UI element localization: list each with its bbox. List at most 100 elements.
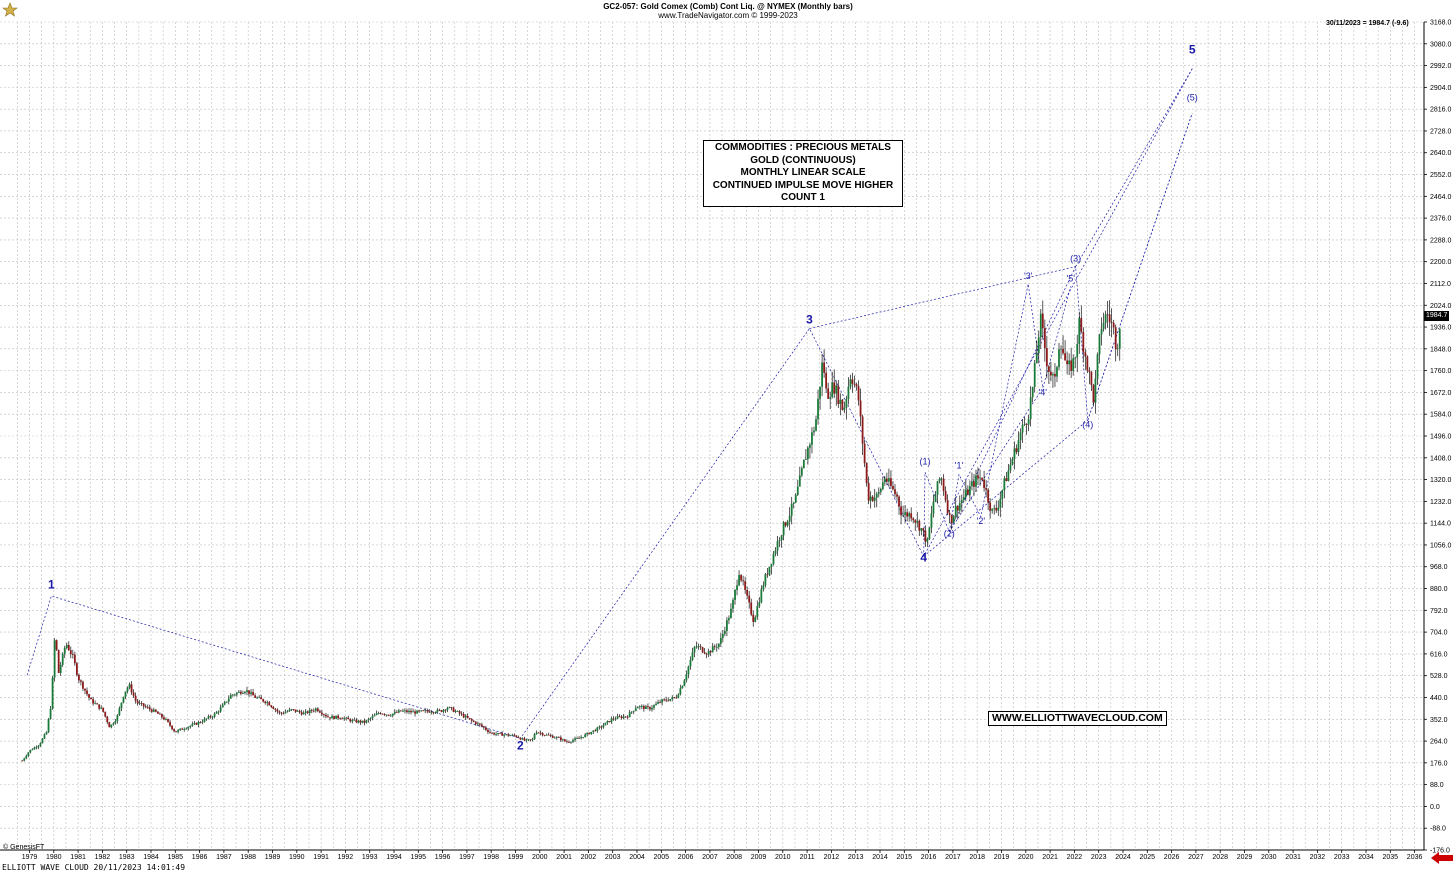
- price-bar-body: [873, 497, 876, 501]
- footer-stamp: ELLIOTT WAVE CLOUD 20/11/2023 14:01:49: [2, 863, 186, 872]
- price-bar-body: [677, 694, 680, 698]
- price-bar-body: [146, 706, 149, 708]
- x-tick-label: 2026: [1164, 854, 1180, 861]
- x-tick-label: 1992: [338, 854, 354, 861]
- price-bar-body: [120, 702, 123, 709]
- price-bar-body: [436, 709, 439, 713]
- price-bar-body: [675, 697, 678, 699]
- price-bar-body: [108, 722, 111, 728]
- price-bar-body: [657, 702, 659, 704]
- y-tick-label: 528.0: [1430, 673, 1448, 680]
- price-bar-body: [1090, 371, 1093, 385]
- wave-label: (3): [1070, 254, 1081, 264]
- price-bar-body: [118, 708, 121, 716]
- price-bar-body: [823, 362, 826, 373]
- price-bar-body: [227, 698, 230, 702]
- x-tick-label: 2032: [1310, 854, 1326, 861]
- x-tick-label: 2017: [945, 854, 961, 861]
- wave-label: '2': [977, 516, 986, 526]
- price-bar-body: [130, 684, 133, 693]
- price-bar-body: [385, 714, 388, 716]
- price-bar-body: [551, 735, 554, 738]
- price-bar-body: [167, 719, 169, 722]
- price-bar-body: [863, 443, 866, 464]
- price-bar-body: [31, 749, 34, 751]
- price-bar-body: [221, 704, 224, 708]
- price-bar-body: [1033, 363, 1036, 387]
- price-bar-body: [847, 386, 850, 400]
- scroll-left-arrow-icon[interactable]: [1431, 852, 1453, 864]
- chart-subtitle: www.TradeNavigator.com © 1999-2023: [658, 11, 798, 20]
- price-bar-body: [592, 730, 595, 732]
- price-bar-body: [608, 720, 611, 723]
- price-bar-body: [391, 713, 394, 716]
- price-bar-body: [594, 730, 597, 732]
- y-tick-label: 1232.0: [1430, 499, 1452, 506]
- price-bar-body: [663, 699, 666, 701]
- price-bar-body: [1112, 322, 1115, 328]
- price-bar-body: [329, 717, 331, 719]
- price-bar-body: [740, 575, 742, 581]
- price-bar-body: [51, 677, 54, 709]
- price-bar-body: [713, 646, 716, 648]
- price-bar-body: [438, 709, 441, 711]
- price-bar-body: [302, 712, 305, 715]
- price-bar-body: [511, 734, 514, 736]
- price-bar-body: [49, 708, 52, 719]
- price-bar-body: [1011, 459, 1014, 465]
- price-bar-body: [420, 710, 423, 712]
- price-bar-body: [586, 732, 589, 735]
- price-bar-body: [211, 716, 214, 718]
- price-bar-body: [156, 711, 159, 714]
- price-bar-body: [890, 478, 892, 487]
- price-bar-body: [906, 512, 909, 517]
- y-tick-label: 1496.0: [1430, 434, 1452, 441]
- price-bar-body: [1084, 352, 1087, 357]
- price-bar-body: [800, 468, 803, 476]
- price-bar-body: [647, 706, 649, 708]
- price-bar-body: [561, 739, 564, 741]
- price-bar-body: [201, 721, 204, 723]
- y-tick-label: 880.0: [1430, 586, 1448, 593]
- price-bar-body: [570, 741, 572, 743]
- price-bar-body: [217, 711, 220, 713]
- price-bar-body: [304, 711, 307, 713]
- price-bar-body: [341, 718, 344, 720]
- price-bar-body: [851, 379, 854, 384]
- price-bar-body: [655, 703, 657, 706]
- price-bar-body: [1005, 478, 1008, 482]
- price-bar-body: [954, 505, 957, 516]
- price-bar-body: [355, 719, 358, 723]
- x-tick-label: 2009: [751, 854, 767, 861]
- price-bar-body: [343, 718, 346, 720]
- price-bar-body: [21, 760, 24, 762]
- y-tick-label: 2112.0: [1430, 281, 1451, 288]
- price-bar-body: [1076, 343, 1079, 358]
- price-bar-body: [987, 489, 990, 503]
- x-tick-label: 2007: [702, 854, 718, 861]
- price-bar-body: [914, 520, 917, 523]
- price-bar-body: [1066, 360, 1069, 365]
- price-bar-body: [804, 459, 807, 460]
- price-bar-body: [667, 700, 670, 702]
- price-bar-body: [258, 697, 261, 699]
- price-bar-body: [989, 502, 992, 511]
- price-bar-body: [472, 720, 475, 722]
- price-bar-body: [693, 647, 696, 653]
- price-bar-body: [493, 733, 495, 735]
- price-bar-body: [408, 710, 410, 713]
- price-bar-body: [1056, 367, 1058, 377]
- y-tick-label: -88.0: [1430, 826, 1446, 833]
- price-bar-body: [1001, 490, 1004, 499]
- price-bar-body: [282, 713, 285, 714]
- wave-label: 5: [1189, 43, 1196, 57]
- x-tick-label: 2022: [1067, 854, 1083, 861]
- price-bar-body: [780, 535, 783, 541]
- price-bar-body: [399, 710, 402, 712]
- price-bar-body: [278, 711, 281, 713]
- price-bar-body: [871, 496, 874, 501]
- y-tick-label: 1760.0: [1430, 368, 1452, 375]
- wave-label: 3: [806, 313, 813, 327]
- price-bar-body: [45, 732, 48, 735]
- x-tick-label: 2004: [629, 854, 645, 861]
